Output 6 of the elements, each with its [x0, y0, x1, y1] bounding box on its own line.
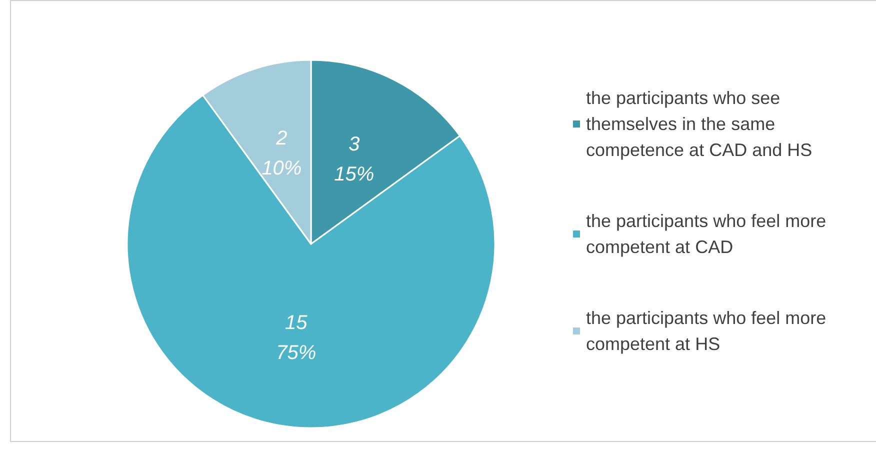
- legend-label: the participants who see themselves in the same competence at CAD and HS: [586, 88, 812, 160]
- legend-label: the participants who feel more competent at CAD: [586, 211, 832, 257]
- data-label: 3 15%: [334, 133, 374, 186]
- legend-label: the participants who feel more competent at HS: [586, 308, 832, 354]
- data-label: 2 10%: [262, 128, 302, 180]
- data-label: 15 75%: [276, 312, 316, 364]
